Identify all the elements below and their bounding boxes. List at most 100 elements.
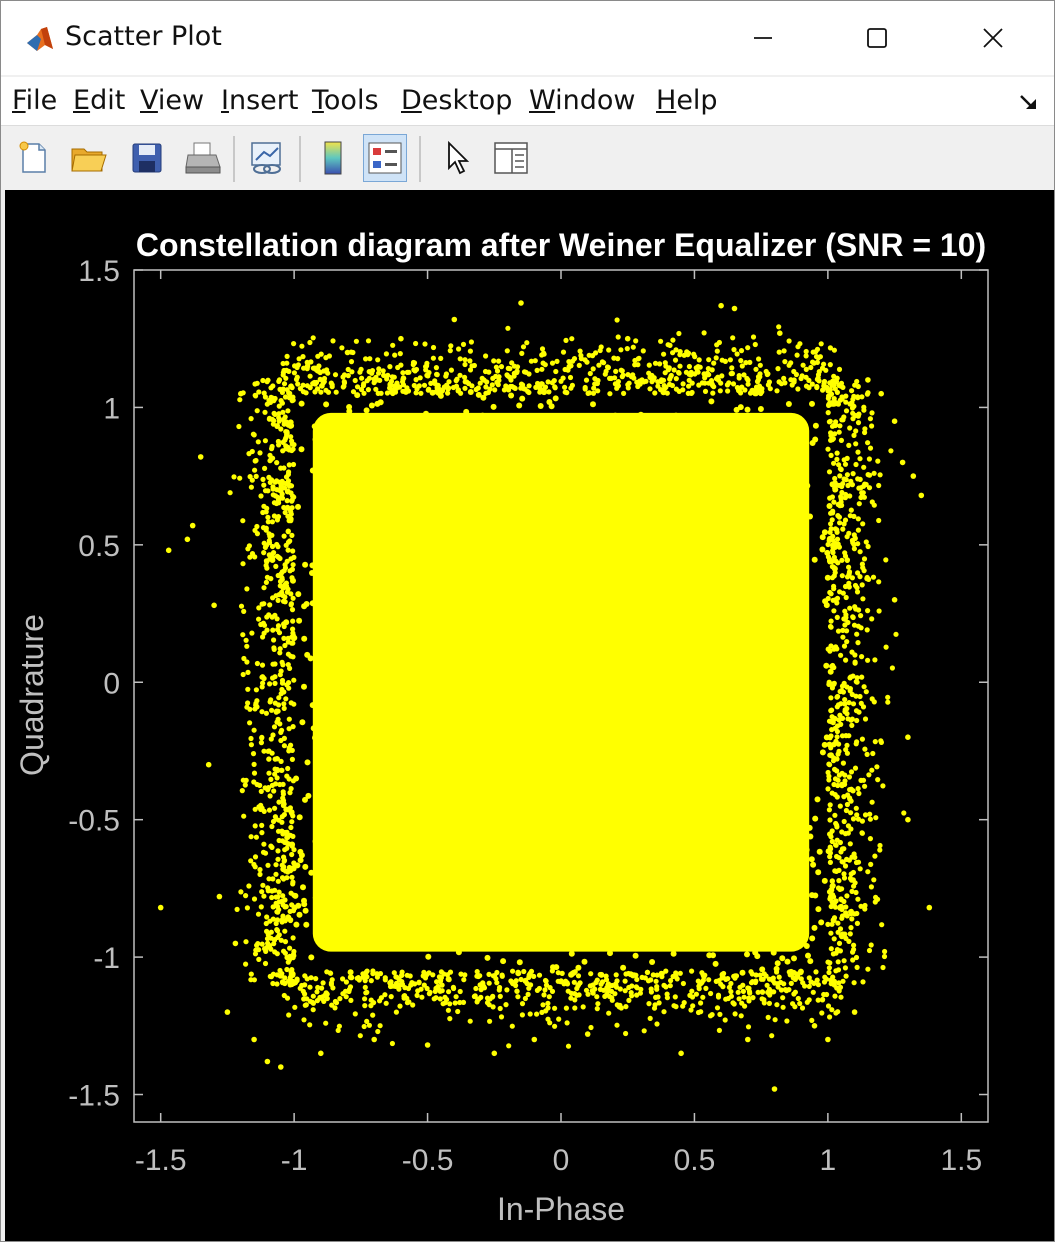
scatter-point [618,347,624,353]
scatter-point [583,499,590,506]
scatter-point [885,699,891,705]
undock-arrow-icon[interactable] [1018,91,1040,113]
scatter-point [427,827,434,834]
scatter-point [437,988,443,994]
property-inspector-button[interactable] [489,134,533,182]
scatter-point [290,618,296,624]
scatter-point [489,850,496,857]
menu-window[interactable]: Window [529,85,636,116]
scatter-point [262,438,268,444]
scatter-point [609,588,616,595]
legend-button[interactable] [363,134,407,182]
scatter-point [860,521,866,527]
colorbar-button[interactable] [311,134,355,182]
scatter-point [710,952,716,959]
scatter-point [753,978,759,984]
scatter-point [728,980,734,987]
scatter-point [505,373,511,379]
minimize-button[interactable] [733,13,793,63]
title-bar[interactable]: Scatter Plot [1,1,1054,75]
print-icon [185,142,221,174]
scatter-point [283,474,290,480]
scatter-point [854,675,860,681]
scatter-point [575,964,582,971]
scatter-point [827,1014,833,1020]
scatter-point [826,889,833,895]
scatter-point [853,679,859,685]
scatter-point [839,573,845,579]
scatter-point [864,627,870,633]
scatter-point [639,740,646,747]
scatter-point [831,586,837,592]
scatter-point [448,343,454,349]
scatter-point [613,972,619,978]
scatter-point [399,972,405,979]
scatter-point [823,602,830,609]
scatter-point [584,416,591,423]
scatter-outlier-point [918,492,925,499]
scatter-point [279,478,285,484]
scatter-point [825,410,831,416]
scatter-point [668,700,675,707]
x-tick-label: 0 [553,1144,570,1177]
scatter-point [484,1000,491,1006]
scatter-point [505,435,512,442]
save-button[interactable] [125,134,169,182]
scatter-point [416,383,422,389]
scatter-point [851,980,857,986]
close-button[interactable] [963,13,1023,63]
print-button[interactable] [181,134,225,182]
scatter-point [819,1010,825,1016]
scatter-point [378,915,385,922]
scatter-point [584,780,591,787]
scatter-point [252,458,258,464]
scatter-point [516,402,523,409]
scatter-point [344,877,351,884]
scatter-point [763,810,770,817]
scatter-point [269,446,275,452]
scatter-point [680,980,687,987]
scatter-point [346,404,353,410]
scatter-point [854,920,861,927]
scatter-point [871,877,877,883]
scatter-point [280,409,286,415]
scatter-point [599,791,606,798]
menu-tools[interactable]: Tools [312,85,379,116]
scatter-point [846,774,853,780]
scatter-point [589,988,595,994]
maximize-button[interactable] [847,13,907,63]
scatter-point [868,942,874,948]
menu-edit[interactable]: Edit [73,85,126,116]
menu-help[interactable]: Help [656,85,718,116]
scatter-point [711,360,717,366]
scatter-point [611,699,618,706]
scatter-point [283,443,289,449]
scatter-point [420,820,427,827]
scatter-point [812,815,819,822]
scatter-point [338,938,345,945]
scatter-point [695,697,702,704]
scatter-point [850,471,856,477]
link-plot-button[interactable] [245,134,289,182]
scatter-point [563,699,570,706]
scatter-point [855,449,861,455]
scatter-point [474,904,481,911]
scatter-point [558,788,565,795]
menu-view[interactable]: View [140,85,205,116]
scatter-point [411,714,417,721]
scatter-point [664,995,671,1001]
scatter-point [716,511,722,517]
scatter-outlier-point [851,1009,858,1015]
open-file-button[interactable] [67,134,111,182]
menu-insert[interactable]: Insert [221,85,299,116]
menu-file[interactable]: File [12,85,58,116]
scatter-outlier-point [264,1058,271,1065]
scatter-point [673,460,680,467]
new-figure-button[interactable] [11,134,55,182]
scatter-point [399,745,406,751]
scatter-point [273,894,279,900]
scatter-point [258,788,264,795]
scatter-point [474,969,480,975]
edit-plot-button[interactable] [435,134,479,182]
menu-desktop[interactable]: Desktop [401,85,513,116]
